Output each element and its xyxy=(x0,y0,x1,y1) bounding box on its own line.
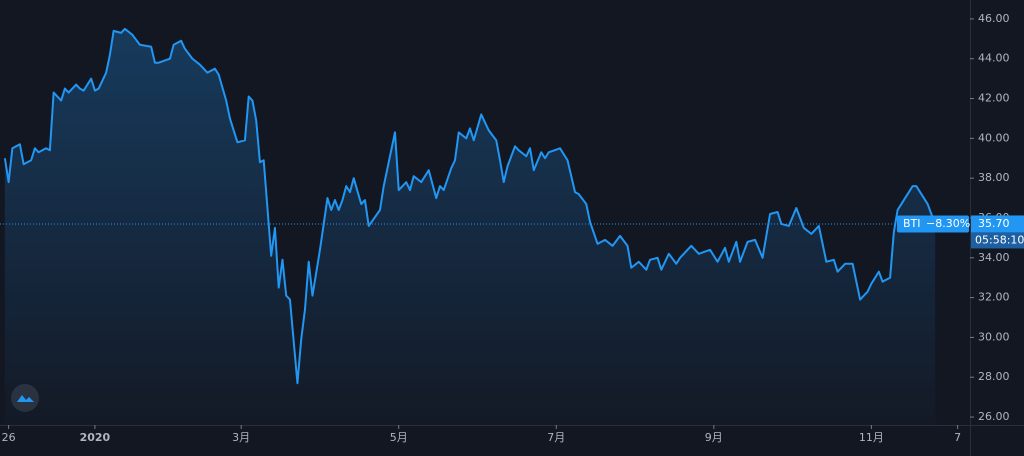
x-tick-label: 9月 xyxy=(705,431,723,444)
y-tick-label: 38.00 xyxy=(978,171,1010,184)
last-price-label: 35.70 xyxy=(978,217,1010,230)
y-tick-label: 46.00 xyxy=(978,12,1010,25)
x-tick-label: 2020 xyxy=(80,431,111,444)
last-price-box xyxy=(971,215,1024,233)
symbol-name: BTI xyxy=(903,217,921,230)
x-tick-label: 7月 xyxy=(547,431,565,444)
y-tick-label: 28.00 xyxy=(978,370,1010,383)
x-tick-label: 26 xyxy=(2,431,16,444)
symbol-tag-box xyxy=(897,215,969,233)
x-tick-label: 7 xyxy=(954,431,961,444)
y-tick-label: 34.00 xyxy=(978,251,1010,264)
x-tick-label: 5月 xyxy=(390,431,408,444)
countdown-label: 05:58:10 xyxy=(975,233,1024,246)
y-tick-label: 40.00 xyxy=(978,131,1010,144)
change-label: −8.30% xyxy=(926,217,970,230)
y-tick-label: 42.00 xyxy=(978,92,1010,105)
y-tick-label: 44.00 xyxy=(978,52,1010,65)
y-tick-label: 26.00 xyxy=(978,410,1010,423)
y-tick-label: 32.00 xyxy=(978,291,1010,304)
x-tick-label: 11月 xyxy=(859,431,884,444)
countdown-box xyxy=(971,232,1024,249)
price-line xyxy=(3,27,937,385)
y-tick-label: 30.00 xyxy=(978,330,1010,343)
symbol-tag: BTI −8.30% xyxy=(897,215,970,233)
x-tick-label: 3月 xyxy=(232,431,250,444)
area-fill xyxy=(4,28,936,426)
